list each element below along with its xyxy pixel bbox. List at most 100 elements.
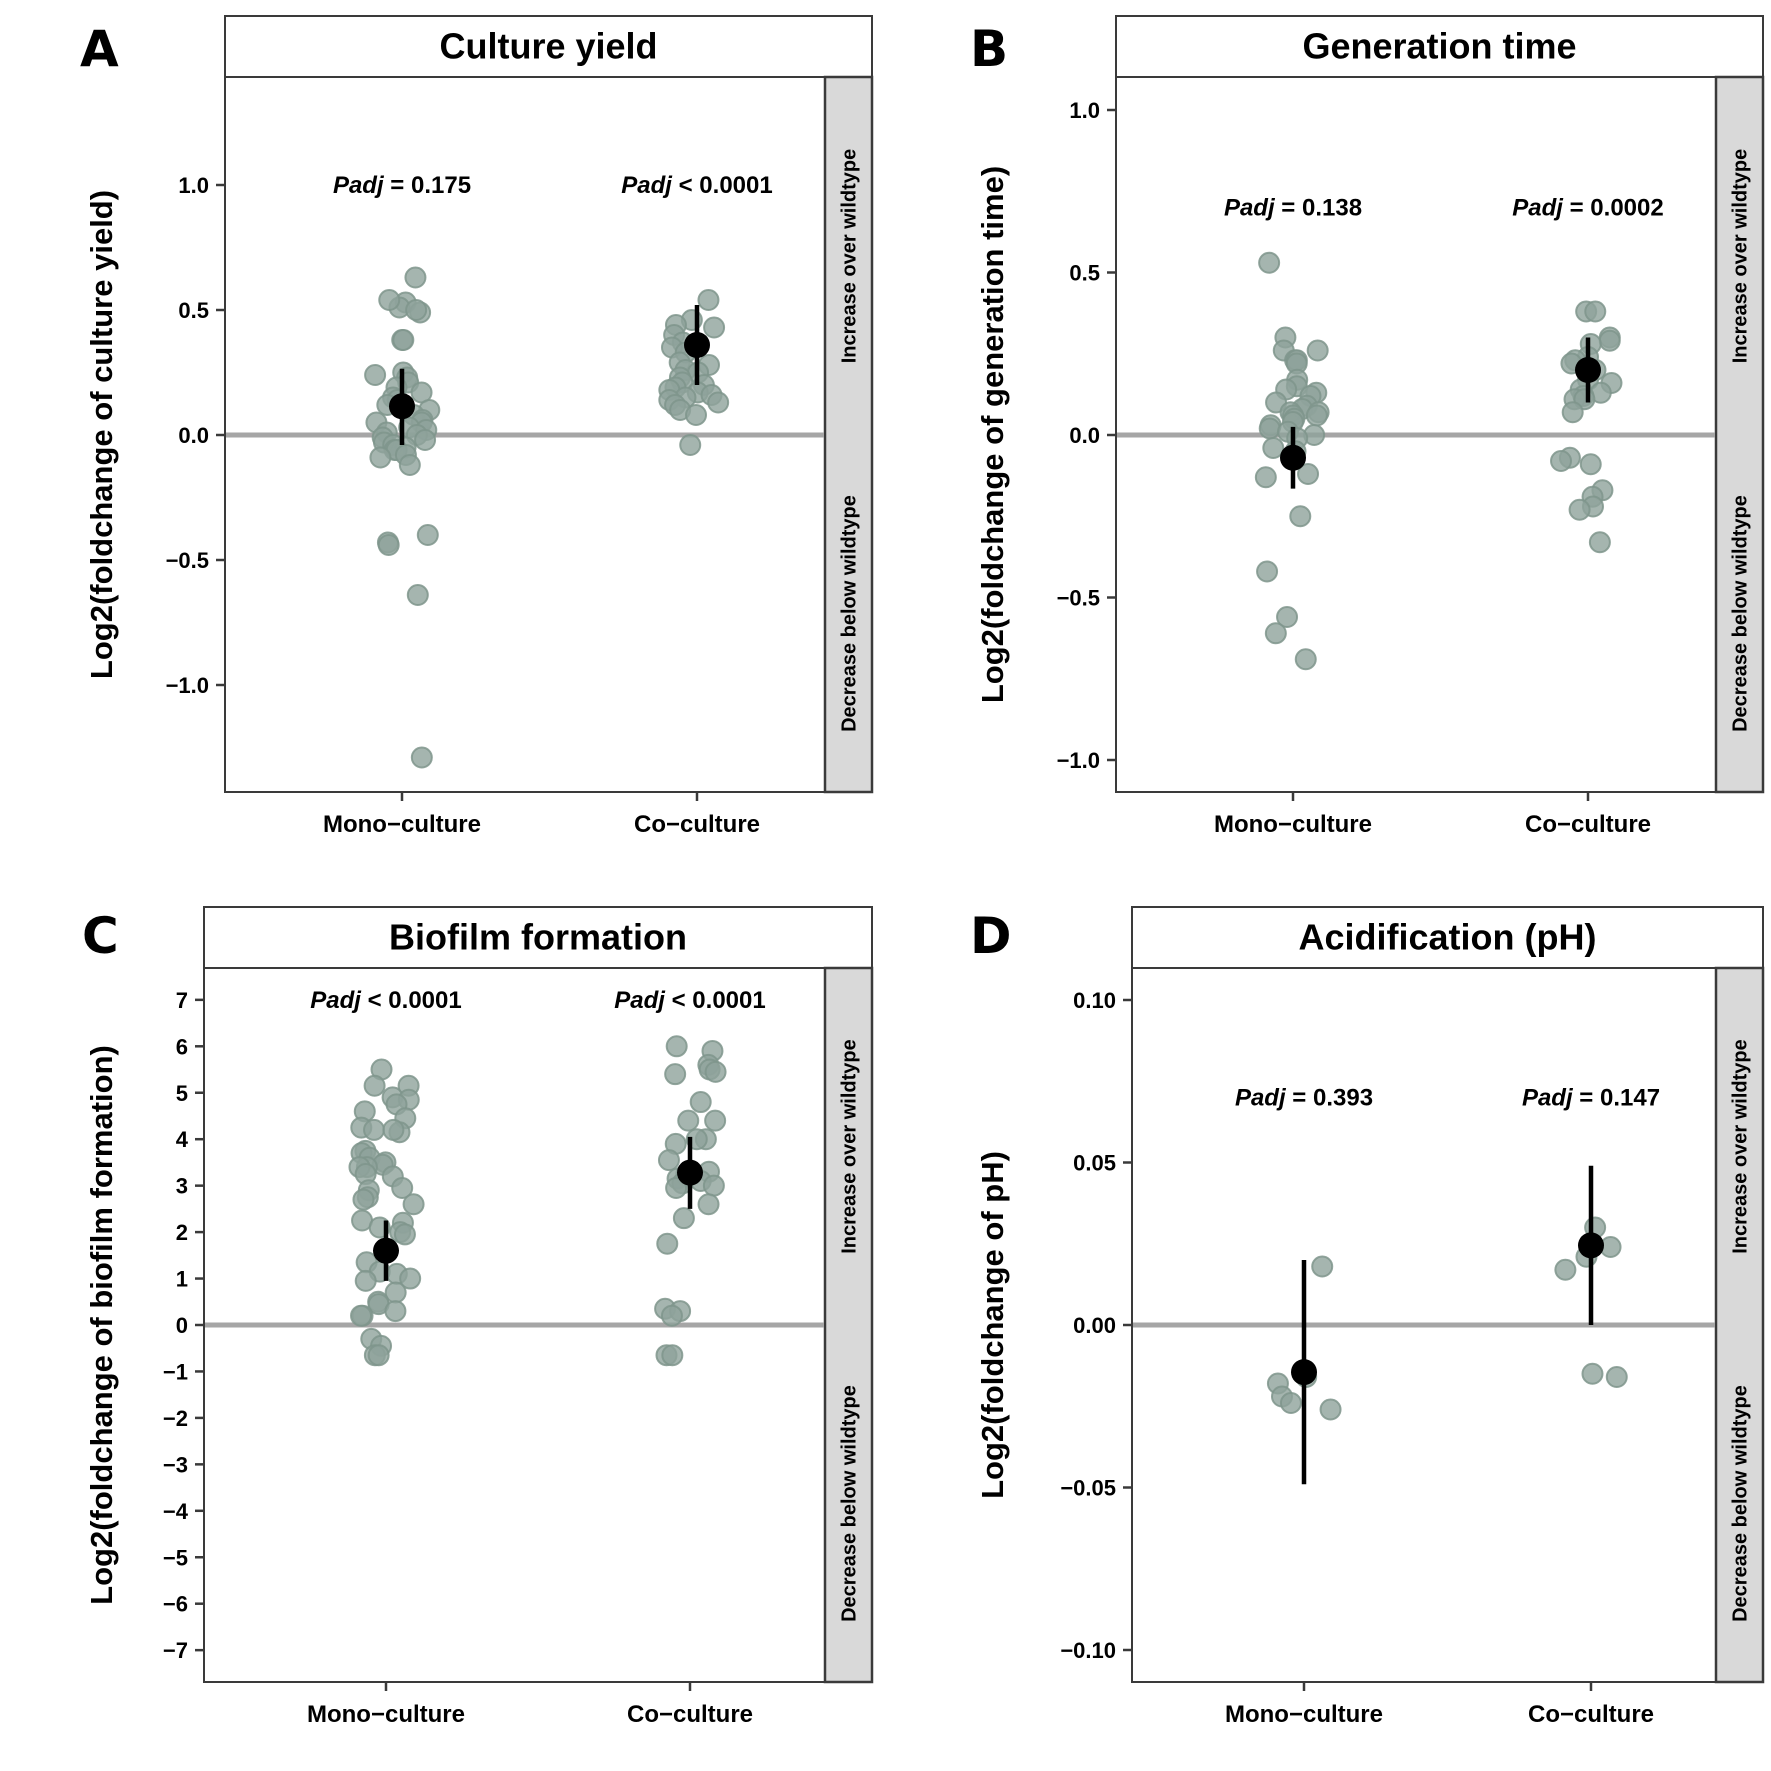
data-point	[1276, 606, 1299, 628]
padj-annotation: Padj = 0.175	[333, 172, 471, 199]
y-tick-label: 0.10	[1073, 988, 1116, 1013]
padj-label: Padj	[1235, 1085, 1287, 1112]
mean-point	[684, 332, 710, 358]
data-point	[1598, 329, 1621, 352]
mean-point	[1280, 444, 1306, 471]
series-mono-culture	[1254, 251, 1330, 671]
data-point	[1256, 560, 1279, 583]
data-point	[685, 404, 708, 426]
padj-label: Padj	[1522, 1085, 1574, 1112]
panel-title: Acidification (pH)	[1299, 917, 1597, 958]
padj-annotation: Padj < 0.0001	[614, 987, 765, 1014]
mean-point	[1578, 1232, 1604, 1259]
mean-point	[373, 1237, 399, 1264]
data-point	[416, 524, 439, 546]
data-point	[1311, 1255, 1334, 1278]
panel-letter: A	[80, 20, 119, 78]
data-point	[1581, 1362, 1604, 1385]
y-tick-label: −0.05	[1060, 1476, 1116, 1501]
data-point	[410, 746, 433, 769]
side-label-increase: Increase over wildtype	[1730, 1039, 1752, 1254]
series-co-culture	[1550, 300, 1623, 554]
data-point	[660, 1304, 683, 1327]
y-tick-label: 1	[176, 1267, 188, 1292]
side-label-decrease: Decrease below wildtype	[1730, 495, 1752, 732]
mean-point	[677, 1159, 703, 1186]
side-strip: Increase over wildtype Decrease below wil…	[823, 75, 874, 794]
y-axis-label: Log2(foldchange of biofilm formation)	[84, 1045, 119, 1605]
data-point	[1305, 404, 1328, 427]
y-tick-label: 3	[176, 1174, 188, 1199]
padj-value: < 0.0001	[361, 987, 462, 1014]
y-tick-label: −4	[163, 1499, 189, 1524]
data-point	[672, 1207, 695, 1230]
y-tick-label: −1.0	[166, 673, 209, 698]
y-tick-label: −5	[163, 1545, 188, 1570]
data-point	[679, 434, 702, 456]
side-label-increase: Increase over wildtype	[1730, 149, 1752, 364]
padj-annotation: Padj = 0.147	[1522, 1085, 1660, 1112]
padj-annotation: Padj < 0.0001	[310, 987, 461, 1014]
mean-point	[1291, 1359, 1317, 1386]
padj-label: Padj	[310, 987, 362, 1014]
side-strip-box	[823, 966, 874, 1684]
side-strip: Increase over wildtype Decrease below wil…	[1714, 966, 1765, 1684]
side-strip: Increase over wildtype Decrease below wil…	[1714, 75, 1765, 794]
y-tick-label: 0	[176, 1313, 188, 1338]
series-mono-culture	[364, 266, 441, 769]
data-point	[1297, 463, 1320, 485]
padj-value: < 0.0001	[665, 987, 766, 1014]
panel-title: Generation time	[1302, 26, 1576, 67]
y-tick-label: 7	[176, 988, 188, 1013]
data-point	[402, 1193, 425, 1216]
mean-point	[389, 393, 415, 420]
data-point	[661, 1344, 684, 1367]
y-tick-label: 2	[176, 1220, 188, 1245]
y-tick-label: 0.00	[1073, 1313, 1116, 1338]
padj-label: Padj	[333, 172, 385, 199]
panel-c: C Biofilm formation Increase over wildtype…	[82, 906, 874, 1728]
data-point	[702, 1174, 725, 1197]
x-tick-label: Mono−culture	[323, 811, 481, 838]
data-point	[1319, 1398, 1342, 1421]
y-tick-label: −3	[163, 1452, 188, 1477]
panel-d: D Acidification (pH) Increase over wildtyp…	[970, 906, 1765, 1728]
data-point	[377, 534, 400, 556]
padj-value: = 0.138	[1275, 195, 1362, 222]
panel-title: Biofilm formation	[389, 917, 687, 958]
padj-label: Padj	[621, 172, 673, 199]
data-point	[399, 1267, 422, 1290]
panel-a: A Culture yield Increase over wildtype Decr…	[80, 15, 874, 838]
data-point	[364, 364, 387, 386]
y-tick-label: 5	[176, 1081, 188, 1106]
side-strip-box	[1714, 966, 1765, 1684]
data-point	[677, 1109, 700, 1132]
side-strip-box	[1714, 75, 1765, 794]
data-point	[1605, 1366, 1628, 1388]
panel-title: Culture yield	[439, 26, 657, 67]
data-point	[704, 1060, 727, 1083]
y-tick-label: 0.5	[1069, 261, 1100, 286]
data-point	[391, 1176, 414, 1199]
data-point	[393, 1223, 416, 1246]
padj-annotation: Padj = 0.0002	[1512, 195, 1663, 222]
data-point	[378, 289, 401, 311]
data-point	[384, 1300, 407, 1323]
series-mono-culture	[1266, 1255, 1342, 1485]
panel-letter: D	[970, 907, 1012, 965]
padj-annotation: Padj < 0.0001	[621, 172, 772, 199]
side-label-increase: Increase over wildtype	[839, 1039, 861, 1254]
data-point	[350, 1304, 373, 1327]
data-point	[707, 391, 730, 414]
y-tick-label: −0.5	[1057, 586, 1100, 611]
y-tick-label: 0.0	[1069, 423, 1100, 448]
series-mono-culture	[348, 1058, 425, 1367]
data-point	[352, 1188, 375, 1211]
y-tick-label: −1.0	[1057, 748, 1100, 773]
data-point	[404, 266, 427, 289]
data-point	[382, 1118, 405, 1141]
series-co-culture	[654, 1035, 727, 1367]
data-point	[354, 1269, 377, 1292]
data-point	[1584, 300, 1607, 323]
x-tick-label: Co−culture	[1525, 811, 1651, 838]
